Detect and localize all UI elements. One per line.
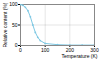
svg-text:Relative content (%): Relative content (%) (2, 2, 8, 47)
svg-text:50: 50 (12, 22, 18, 28)
svg-text:200: 200 (65, 47, 74, 53)
svg-text:300: 300 (90, 47, 99, 53)
svg-text:100: 100 (9, 1, 18, 7)
svg-text:0: 0 (19, 47, 22, 53)
svg-text:Temperature (K): Temperature (K) (61, 53, 97, 59)
svg-text:100: 100 (41, 47, 50, 53)
svg-text:0: 0 (15, 42, 18, 48)
